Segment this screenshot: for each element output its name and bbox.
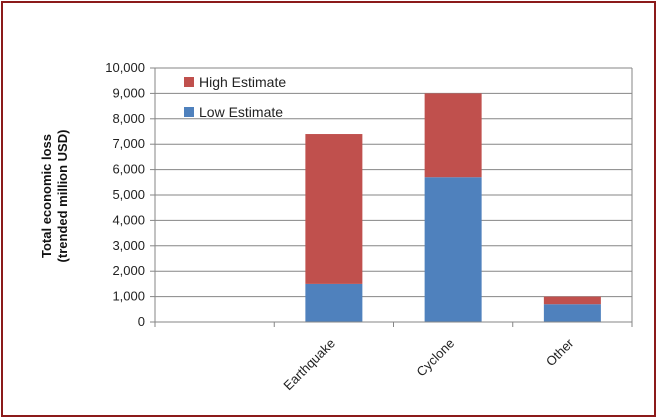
legend-label: Low Estimate: [199, 104, 283, 120]
y-tick-label: 1,000: [112, 289, 145, 304]
y-tick-label: 0: [138, 314, 145, 329]
axes: [150, 67, 633, 327]
y-axis-label-line2: (trended million USD): [55, 130, 70, 263]
y-tick-label: 7,000: [112, 136, 145, 151]
y-tick-label: 6,000: [112, 162, 145, 177]
bars: [305, 93, 601, 322]
x-category-labels: Earthquake Cyclone Other: [280, 335, 577, 393]
y-tick-label: 5,000: [112, 187, 145, 202]
bar-cyclone-high-estimate: [424, 93, 482, 178]
y-tick-label: 9,000: [112, 85, 145, 100]
y-tick-label: 8,000: [112, 111, 145, 126]
y-tick-label: 2,000: [112, 263, 145, 278]
bar-earthquake-high-estimate: [305, 134, 363, 284]
bar-cyclone-low-estimate: [424, 177, 482, 322]
x-category-label: Earthquake: [280, 336, 338, 394]
legend-swatch: [184, 107, 194, 117]
legend: High Estimate Low Estimate: [184, 74, 286, 120]
y-tick-label: 4,000: [112, 212, 145, 227]
x-category-label: Cyclone: [413, 336, 457, 380]
legend-swatch: [184, 77, 194, 87]
y-tick-labels: 0 1,000 2,000 3,000 4,000 5,000 6,000 7,000 8,00…: [105, 60, 145, 329]
bar-other-high-estimate: [543, 296, 601, 305]
bar-earthquake-low-estimate: [305, 283, 363, 322]
y-tick-label: 3,000: [112, 238, 145, 253]
x-category-label: Other: [543, 335, 577, 369]
y-axis-label-line1: Total economic loss: [39, 134, 54, 258]
bar-other-low-estimate: [543, 304, 601, 322]
y-tick-label: 10,000: [105, 60, 145, 75]
legend-label: High Estimate: [199, 74, 286, 90]
